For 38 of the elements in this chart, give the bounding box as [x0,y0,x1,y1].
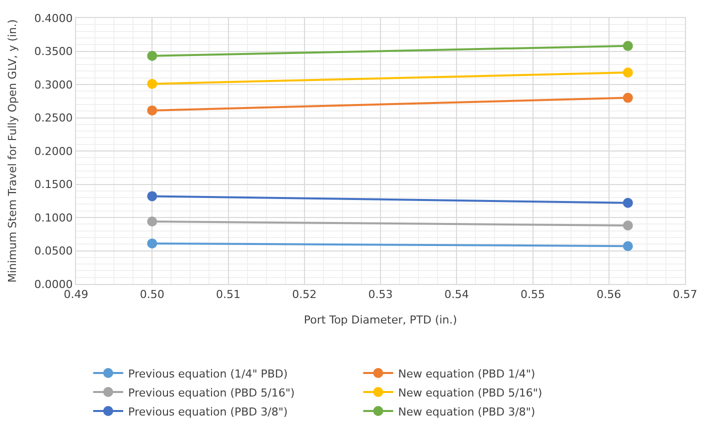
x-axis-title: Port Top Diameter, PTD (in.) [304,313,458,326]
y-tick-label: 0.0500 [34,244,73,258]
y-tick-label: 0.3500 [34,45,73,58]
point [147,105,158,116]
y-tick-label: 0.2000 [34,144,73,158]
x-tick-label: 0.54 [444,288,469,302]
x-tick-label: 0.52 [292,288,317,302]
y-axis-title: Minimum Stem Travel for Fully Open GLV, y (in.) [6,19,19,283]
x-tick-label: 0.49 [64,288,88,302]
legend-label: New equation (PBD 5/16") [398,386,542,400]
point [622,241,633,252]
point [147,78,158,89]
y-tick-label: 0.1500 [34,178,73,192]
point [622,40,633,51]
point [622,92,633,103]
point [147,238,158,248]
point [622,198,633,208]
legend-label: Previous equation (1/4" PBD) [128,367,288,380]
x-tick-label: 0.55 [520,288,545,302]
y-tick-label: 0.2500 [34,112,73,125]
y-tick-label: 0.3000 [34,78,73,92]
point [622,220,633,230]
x-tick-label: 0.51 [216,288,240,302]
point [147,216,158,226]
y-tick-label: 0.0000 [34,278,73,291]
x-tick-label: 0.56 [596,288,622,302]
y-tick-label: 0.1000 [34,211,73,224]
y-tick-label: 0.4000 [34,12,73,25]
point [147,50,158,61]
legend-label: New equation (PBD 1/4") [398,367,536,380]
legend-label: Previous equation (PBD 5/16") [128,386,295,400]
x-tick-label: 0.57 [672,288,698,302]
point [147,191,158,202]
x-tick-label: 0.53 [368,288,393,302]
legend-label: Previous equation (PBD 3/8") [128,405,288,418]
point [622,68,633,78]
legend-label: New equation (PBD 3/8") [398,405,536,418]
x-tick-label: 0.50 [140,288,164,302]
